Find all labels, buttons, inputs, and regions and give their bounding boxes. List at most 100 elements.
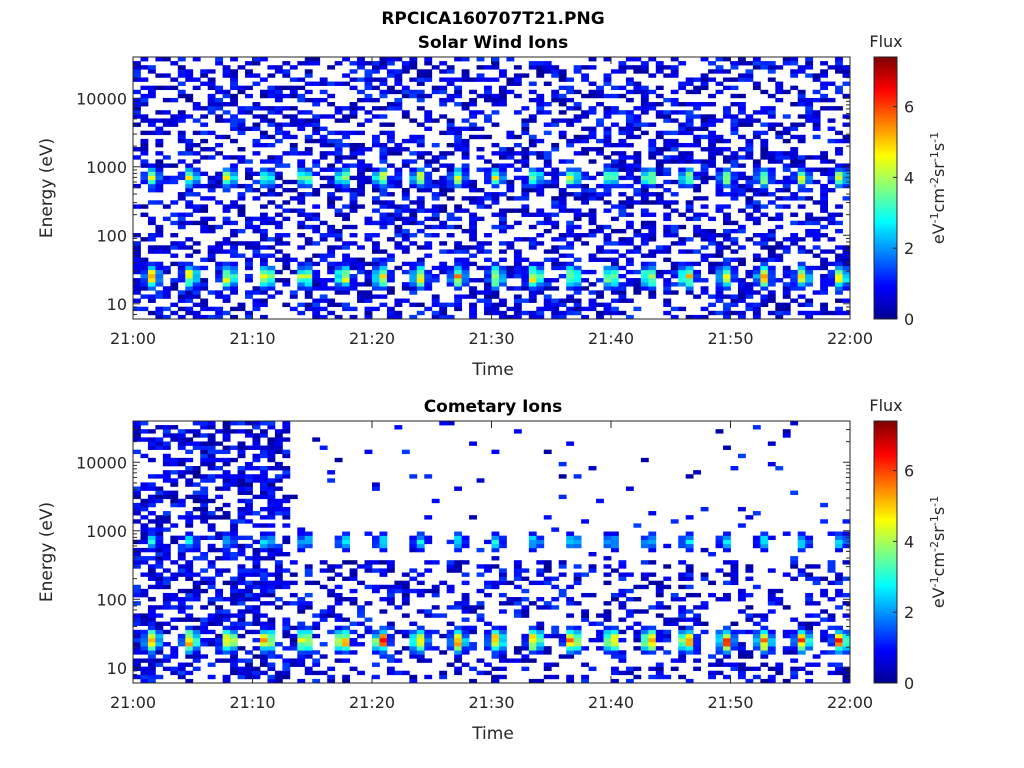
- heatmap-cell: [379, 568, 388, 573]
- heatmap-cell: [820, 233, 828, 238]
- heatmap-cell: [461, 179, 470, 185]
- heatmap-cell: [222, 69, 231, 74]
- heatmap-cell: [222, 470, 231, 475]
- heatmap-cell: [767, 294, 776, 299]
- heatmap-cell: [640, 179, 649, 185]
- heatmap-cell: [424, 245, 433, 250]
- heatmap-cell: [192, 633, 201, 639]
- heatmap-cell: [730, 196, 739, 201]
- heatmap-cell: [200, 69, 209, 74]
- heatmap-cell: [805, 188, 814, 193]
- heatmap-cell: [274, 441, 283, 446]
- heatmap-cell: [170, 482, 179, 487]
- heatmap-cell: [693, 134, 702, 140]
- heatmap-cell: [252, 621, 261, 626]
- heatmap-cell: [312, 130, 321, 136]
- heatmap-cell: [133, 429, 141, 434]
- heatmap-cell: [670, 658, 679, 663]
- heatmap-cell: [386, 670, 395, 676]
- heatmap-cell: [357, 147, 365, 152]
- heatmap-cell: [267, 273, 276, 279]
- heatmap-cell: [409, 57, 418, 62]
- heatmap-cell: [170, 478, 179, 483]
- heatmap-cell: [581, 73, 589, 78]
- heatmap-cell: [170, 114, 179, 119]
- heatmap-cell: [648, 233, 657, 238]
- heatmap-cell: [431, 155, 440, 160]
- heatmap-cell: [745, 114, 754, 119]
- heatmap-cell: [543, 257, 552, 262]
- heatmap-cell: [812, 167, 821, 172]
- heatmap-cell: [416, 138, 425, 144]
- heatmap-cell: [827, 261, 836, 267]
- heatmap-cell: [513, 646, 522, 651]
- heatmap-cell: [424, 306, 433, 312]
- heatmap-cell: [566, 601, 575, 606]
- heatmap-cell: [767, 159, 776, 164]
- heatmap-cell: [566, 310, 575, 316]
- heatmap-cell: [215, 547, 224, 553]
- heatmap-cell: [379, 572, 388, 577]
- heatmap-cell: [745, 212, 754, 217]
- heatmap-cell: [461, 617, 470, 622]
- heatmap-cell: [603, 192, 612, 197]
- heatmap-cell: [230, 650, 238, 655]
- heatmap-cell: [685, 531, 694, 536]
- heatmap-cell: [618, 670, 627, 676]
- heatmap-cell: [491, 282, 500, 287]
- heatmap-cell: [745, 269, 754, 275]
- heatmap-cell: [835, 265, 843, 271]
- heatmap-cell: [327, 286, 336, 291]
- heatmap-cell: [573, 118, 582, 123]
- heatmap-cell: [259, 601, 268, 606]
- heatmap-cell: [648, 269, 657, 275]
- heatmap-cell: [745, 273, 754, 279]
- heatmap-cell: [484, 662, 492, 667]
- heatmap-cell: [222, 678, 231, 684]
- heatmap-cell: [782, 196, 791, 201]
- heatmap-cell: [491, 666, 500, 672]
- heatmap-cell: [558, 196, 567, 201]
- heatmap-cell: [625, 666, 634, 672]
- heatmap-cell: [297, 159, 306, 164]
- heatmap-cell: [566, 138, 575, 144]
- heatmap-cell: [386, 192, 395, 197]
- heatmap-cell: [155, 294, 164, 299]
- heatmap-cell: [745, 666, 754, 672]
- heatmap-cell: [147, 216, 156, 222]
- heatmap-cell: [274, 498, 283, 504]
- heatmap-cell: [715, 278, 724, 283]
- heatmap-cell: [424, 73, 433, 78]
- heatmap-cell: [678, 269, 687, 275]
- heatmap-cell: [170, 425, 179, 430]
- heatmap-cell: [372, 175, 380, 181]
- heatmap-cell: [723, 306, 731, 312]
- heatmap-cell: [581, 110, 589, 115]
- heatmap-cell: [312, 650, 321, 655]
- heatmap-cell: [558, 592, 567, 598]
- heatmap-cell: [536, 269, 545, 275]
- heatmap-cell: [267, 89, 276, 95]
- heatmap-cell: [147, 637, 156, 643]
- heatmap-cell: [491, 273, 500, 279]
- heatmap-cell: [386, 637, 395, 643]
- heatmap-cell: [155, 73, 164, 78]
- heatmap-cell: [155, 445, 164, 450]
- heatmap-cell: [469, 310, 477, 316]
- heatmap-cell: [401, 592, 410, 598]
- heatmap-cell: [282, 241, 291, 246]
- heatmap-cell: [611, 69, 619, 74]
- heatmap-cell: [730, 278, 739, 283]
- heatmap-cell: [170, 617, 179, 622]
- heatmap-cell: [177, 192, 186, 197]
- colorbar-segment: [874, 85, 897, 89]
- heatmap-cell: [820, 282, 828, 287]
- heatmap-cell: [342, 637, 350, 643]
- heatmap-cell: [267, 466, 276, 471]
- heatmap-cell: [379, 77, 388, 82]
- heatmap-cell: [274, 502, 283, 508]
- heatmap-cell: [625, 257, 634, 262]
- heatmap-cell: [558, 69, 567, 74]
- heatmap-cell: [603, 269, 612, 275]
